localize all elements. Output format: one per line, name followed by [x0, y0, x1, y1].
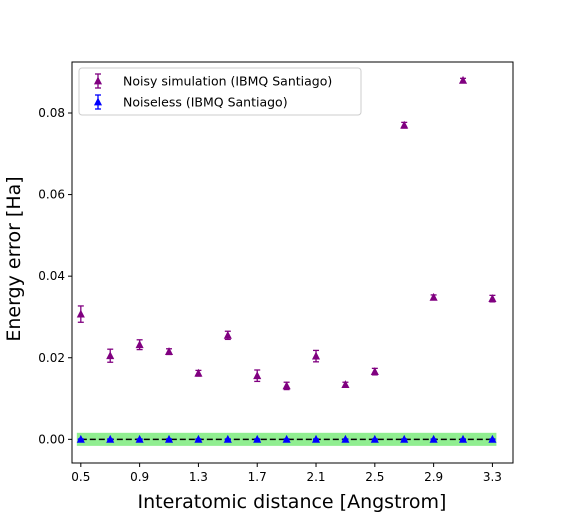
data-point — [223, 434, 232, 443]
legend-label: Noisy simulation (IBMQ Santiago) — [123, 74, 332, 89]
x-tick-label: 0.9 — [130, 470, 149, 484]
data-point — [164, 434, 174, 443]
series-1 — [76, 434, 497, 443]
data-point — [458, 75, 468, 84]
x-tick-label: 1.3 — [189, 470, 208, 484]
data-point — [370, 367, 379, 375]
data-point — [458, 434, 468, 443]
x-tick-label: 2.1 — [306, 470, 325, 484]
y-tick-label: 0.02 — [38, 351, 65, 365]
data-point — [76, 434, 85, 443]
data-point — [341, 434, 350, 443]
data-point — [253, 434, 262, 443]
data-point — [106, 434, 115, 443]
legend-marker — [93, 76, 103, 85]
y-tick-label: 0.08 — [38, 106, 65, 120]
x-tick-label: 3.3 — [483, 470, 502, 484]
data-point — [488, 294, 497, 302]
x-axis-label: Interatomic distance [Angstrom] — [138, 491, 447, 513]
y-tick-label: 0.06 — [38, 188, 65, 202]
legend-entry: Noisy simulation (IBMQ Santiago) — [93, 73, 332, 89]
data-point — [223, 330, 232, 339]
data-point — [194, 434, 203, 443]
legend-box — [78, 67, 362, 116]
data-point — [76, 309, 85, 318]
data-point — [311, 351, 321, 360]
series-layer — [76, 75, 497, 443]
data-point — [341, 380, 350, 389]
data-point — [429, 292, 438, 301]
y-axis-label: Energy error [Ha] — [3, 176, 25, 341]
legend-marker — [93, 97, 103, 106]
legend: Noisy simulation (IBMQ Santiago) Noiseles… — [78, 67, 362, 116]
data-point — [164, 347, 174, 356]
data-point — [194, 368, 203, 377]
y-tick-label: 0.04 — [38, 269, 65, 283]
data-point — [282, 434, 291, 443]
data-point — [282, 381, 291, 390]
x-tick-label: 2.9 — [424, 470, 443, 484]
x-tick-label: 0.5 — [71, 470, 90, 484]
data-point — [135, 340, 144, 349]
y-tick-label: 0.00 — [38, 432, 65, 446]
data-point — [400, 434, 409, 443]
plot-frame — [71, 61, 514, 464]
data-point — [370, 434, 379, 443]
series-0 — [76, 75, 497, 391]
legend-label: Noiseless (IBMQ Santiago) — [123, 95, 288, 110]
data-point — [253, 371, 262, 380]
data-point — [106, 351, 115, 360]
data-point — [488, 434, 497, 443]
data-point — [400, 120, 409, 129]
data-point — [311, 434, 321, 443]
y-axis-ticks: 0.00 0.02 0.04 0.06 0.08 — [38, 106, 72, 446]
legend-entry: Noiseless (IBMQ Santiago) — [93, 94, 288, 110]
data-point — [429, 434, 438, 443]
x-tick-label: 1.7 — [248, 470, 267, 484]
x-tick-label: 2.5 — [365, 470, 384, 484]
data-point — [135, 434, 144, 443]
x-axis-ticks: 0.5 0.9 1.3 1.7 2.1 2.5 2.9 3.3 — [71, 463, 502, 484]
